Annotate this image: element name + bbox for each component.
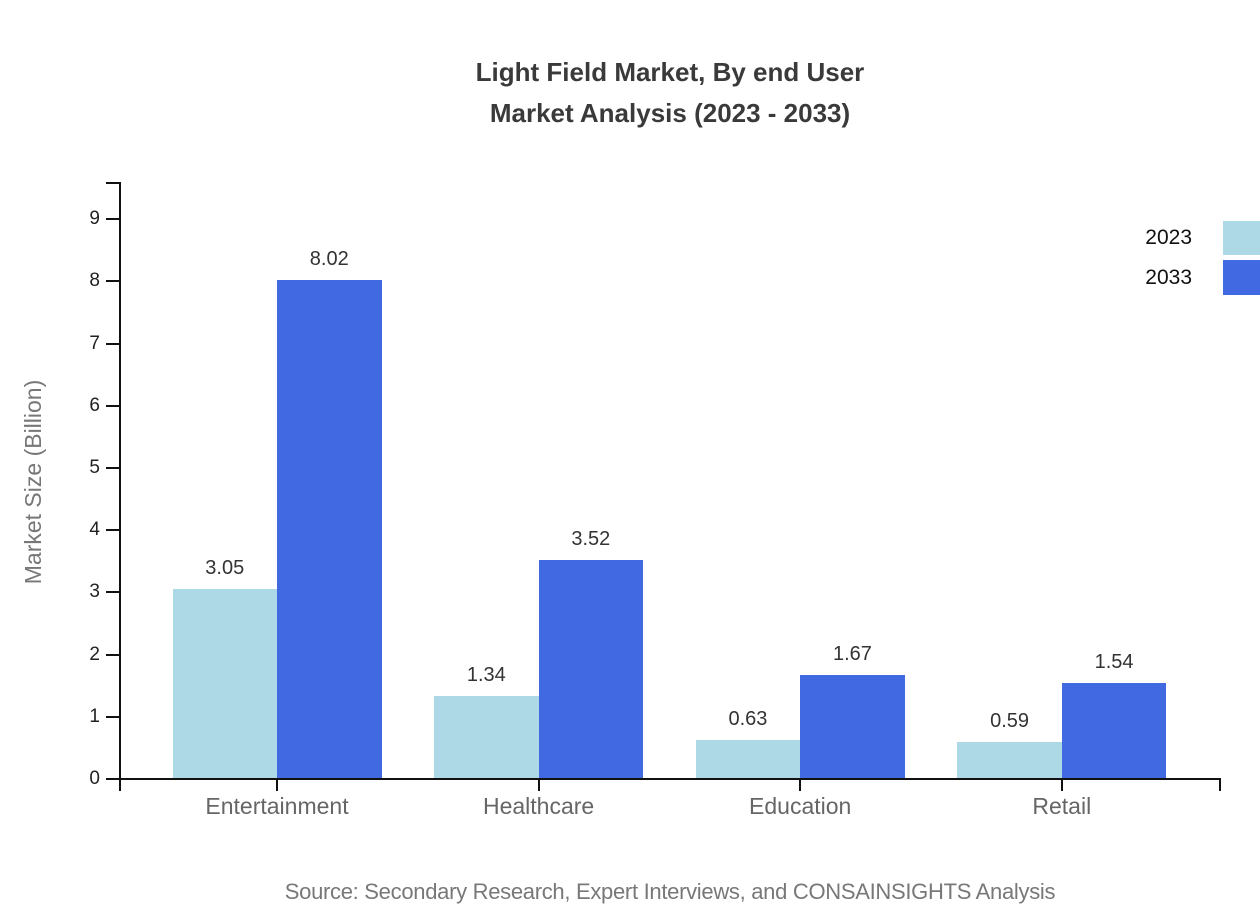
- y-tick-label: 2: [89, 643, 100, 665]
- y-tick: [106, 467, 120, 469]
- value-label: 3.05: [205, 557, 245, 580]
- chart-title-line2: Market Analysis (2023 - 2033): [489, 98, 851, 128]
- y-tick: [106, 404, 120, 407]
- x-tick: [537, 779, 540, 791]
- y-tick-label: 8: [89, 270, 100, 292]
- chart-title: Light Field Market, By end User Market A…: [80, 52, 1260, 134]
- category-label: Education: [749, 793, 852, 819]
- y-tick: [106, 280, 120, 283]
- y-tick-label: 4: [89, 519, 100, 541]
- chart-title-line1: Light Field Market, By end User: [475, 57, 865, 87]
- value-label: 0.63: [728, 707, 768, 730]
- y-tick-label: 3: [89, 581, 100, 603]
- bar-2033-entertainment: [277, 280, 382, 778]
- x-axis-line: [119, 778, 1221, 780]
- y-tick-label: 5: [89, 457, 100, 478]
- y-axis-line: [119, 182, 121, 791]
- y-tick: [106, 653, 120, 656]
- bar-2033-healthcare: [538, 560, 644, 778]
- value-label: 0.59: [990, 710, 1030, 733]
- value-label: 1.54: [1094, 651, 1134, 674]
- bar-2023-education: [695, 739, 801, 778]
- y-tick-label: 1: [89, 705, 100, 727]
- category-label: Healthcare: [482, 793, 595, 819]
- y-tick: [106, 778, 120, 780]
- x-axis-end-cap: [1219, 778, 1221, 791]
- x-tick: [276, 779, 278, 791]
- bar-2023-entertainment: [172, 589, 277, 778]
- bar-2033-education: [800, 675, 905, 778]
- y-tick-label: 7: [89, 332, 100, 354]
- y-tick-label: 0: [89, 768, 100, 789]
- bar-2023-healthcare: [434, 695, 539, 778]
- y-tick-label: 9: [89, 208, 100, 230]
- y-tick: [106, 342, 120, 345]
- value-label: 3.52: [571, 528, 611, 551]
- y-tick-label: 6: [89, 394, 100, 416]
- category-label: Retail: [1032, 793, 1092, 819]
- value-label: 1.67: [832, 643, 872, 666]
- value-label: 1.34: [466, 663, 506, 686]
- y-axis-end-cap: [106, 182, 120, 184]
- x-tick: [1060, 779, 1063, 791]
- x-tick: [799, 779, 802, 791]
- y-tick: [106, 591, 120, 594]
- bar-2023-retail: [957, 742, 1062, 778]
- value-label: 8.02: [309, 248, 349, 271]
- source-note: Source: Secondary Research, Expert Inter…: [284, 879, 1056, 904]
- bar-2033-retail: [1061, 683, 1167, 778]
- y-tick: [106, 218, 120, 221]
- y-tick: [106, 715, 120, 718]
- category-label: Entertainment: [205, 793, 349, 819]
- y-tick: [106, 529, 120, 532]
